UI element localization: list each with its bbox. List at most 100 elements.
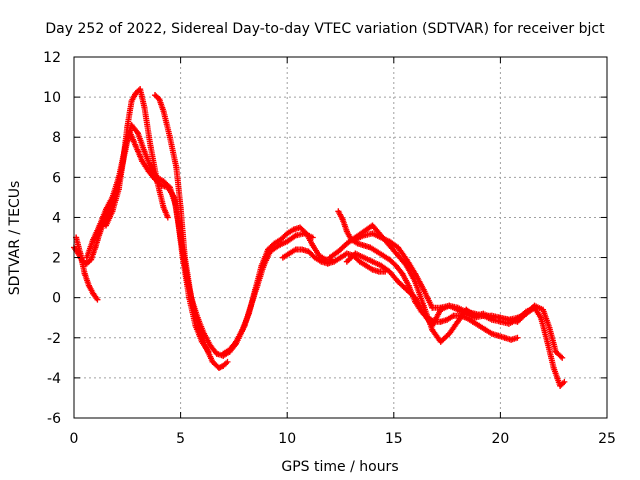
data-point	[514, 316, 521, 323]
x-tick-label: 25	[598, 431, 616, 447]
data-point	[77, 250, 84, 257]
data-point	[213, 350, 220, 357]
y-tick-label: 0	[52, 291, 61, 307]
data-point	[141, 104, 148, 111]
y-tick-label: 4	[52, 210, 61, 226]
data-point	[258, 262, 265, 269]
data-point	[437, 304, 444, 311]
data-point	[557, 382, 564, 389]
data-point	[215, 364, 222, 371]
data-point	[420, 310, 427, 317]
data-point	[209, 358, 216, 365]
data-point	[412, 294, 419, 301]
data-point	[386, 256, 393, 263]
data-point	[356, 258, 363, 265]
x-tick-label: 5	[176, 431, 185, 447]
data-point	[352, 250, 359, 257]
data-point	[265, 246, 272, 253]
data-point	[324, 260, 331, 267]
data-point	[544, 338, 551, 345]
y-tick-label: 6	[52, 170, 61, 186]
data-point	[102, 206, 109, 213]
series-arc-3	[83, 122, 212, 355]
data-point	[403, 286, 410, 293]
data-point	[446, 302, 453, 309]
data-point	[90, 290, 97, 297]
x-tick-label: 20	[491, 431, 509, 447]
data-point	[83, 254, 90, 261]
data-point	[88, 256, 95, 263]
data-point	[495, 332, 502, 339]
data-point	[444, 316, 451, 323]
data-point	[134, 148, 141, 155]
data-point	[152, 92, 159, 99]
data-point	[205, 348, 212, 355]
data-point	[134, 130, 141, 137]
data-point	[233, 338, 240, 345]
data-point	[284, 230, 291, 237]
data-point	[331, 258, 338, 265]
data-point	[326, 254, 333, 261]
data-point	[130, 138, 137, 145]
data-point	[132, 90, 139, 97]
plot-frame	[73, 56, 608, 419]
data-point	[561, 378, 568, 385]
data-point	[226, 346, 233, 353]
data-point	[201, 330, 208, 337]
y-tick-label: 12	[43, 50, 61, 66]
data-point	[156, 96, 163, 103]
data-point	[488, 330, 495, 337]
data-point	[147, 144, 154, 151]
data-point	[286, 250, 293, 257]
data-point	[173, 164, 180, 171]
data-point	[482, 326, 489, 333]
data-point	[537, 314, 544, 321]
data-point	[207, 342, 214, 349]
data-point	[505, 320, 512, 327]
data-point	[141, 148, 148, 155]
y-tick-label: 10	[43, 90, 61, 106]
y-tick-label: -4	[47, 371, 61, 387]
data-point	[476, 322, 483, 329]
data-point	[378, 262, 385, 269]
data-point	[245, 310, 252, 317]
data-point	[508, 336, 515, 343]
data-point	[296, 224, 303, 231]
y-axis-label: SDTVAR / TECUs	[7, 181, 23, 296]
data-point	[360, 254, 367, 261]
data-point	[83, 260, 90, 267]
series-arc-2	[73, 234, 101, 303]
chart-title: Day 252 of 2022, Sidereal Day-to-day VTE…	[45, 21, 605, 37]
data-point	[343, 250, 350, 257]
data-point	[284, 238, 291, 245]
y-tick-label: -2	[47, 331, 61, 347]
data-point	[497, 318, 504, 325]
data-point	[109, 194, 116, 201]
data-point	[177, 204, 184, 211]
series-arc-6	[220, 224, 335, 357]
data-point	[335, 248, 342, 255]
data-point	[316, 252, 323, 259]
data-point	[239, 326, 246, 333]
data-point	[290, 226, 297, 233]
data-point	[386, 268, 393, 275]
data-point	[85, 282, 92, 289]
data-point	[399, 270, 406, 277]
data-point	[405, 282, 412, 289]
data-point	[90, 236, 97, 243]
data-point	[343, 228, 350, 235]
data-point	[437, 338, 444, 345]
data-point	[120, 158, 127, 165]
data-point	[463, 310, 470, 317]
x-axis-label: GPS time / hours	[281, 459, 398, 475]
data-point	[412, 270, 419, 277]
data-point	[160, 204, 167, 211]
data-point	[292, 246, 299, 253]
data-point	[373, 248, 380, 255]
data-point	[339, 216, 346, 223]
series-markers	[343, 250, 564, 360]
data-point	[454, 306, 461, 313]
series-markers	[83, 122, 211, 354]
data-point	[92, 244, 99, 251]
data-point	[392, 262, 399, 269]
